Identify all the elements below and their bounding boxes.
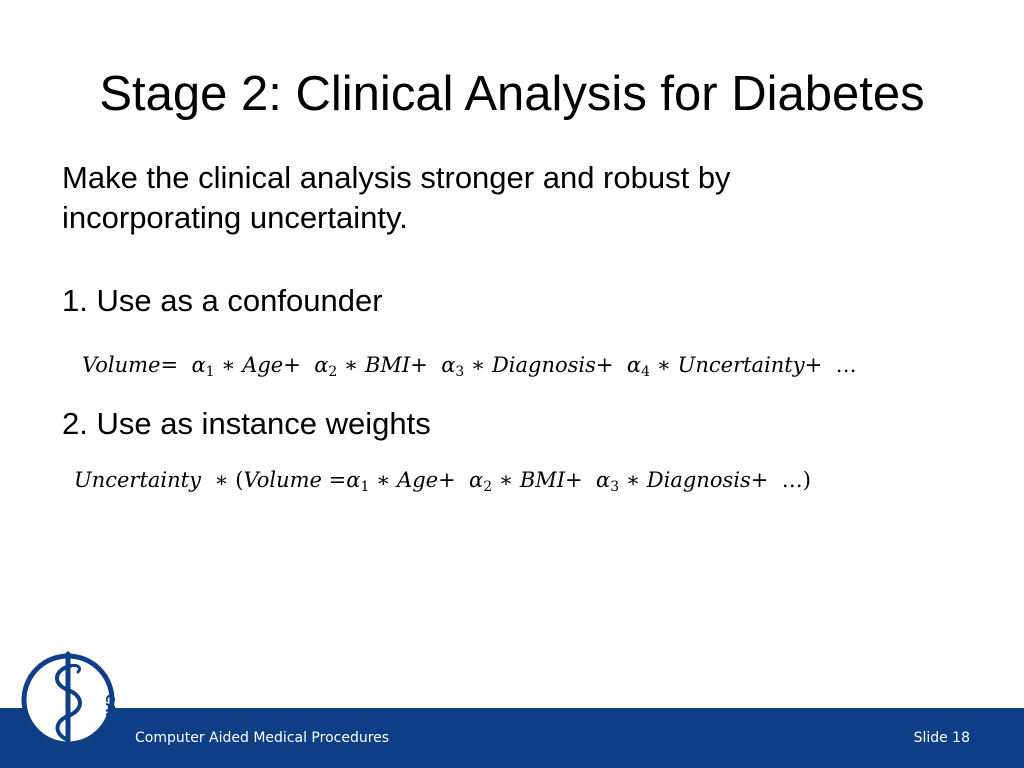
eq1-age: Age — [242, 353, 284, 377]
eq2-bmi: BMI — [519, 468, 566, 492]
point-confounder: 1. Use as a confounder — [62, 283, 383, 318]
eq1-uncertainty: Uncertainty — [677, 353, 805, 377]
eq2-alpha-2: α — [469, 468, 484, 492]
equation-confounder: Volume= α1 ∗ Age+ α2 ∗ BMI+ α3 ∗ Diagnos… — [82, 350, 857, 380]
slide-number: Slide 18 — [913, 730, 970, 746]
eq2-equals: = — [328, 468, 347, 492]
eq2-sub-2: 2 — [483, 479, 493, 495]
eq1-times-4: ∗ — [656, 353, 671, 377]
eq1-diagnosis: Diagnosis — [491, 353, 596, 377]
eq2-times-2: ∗ — [498, 468, 514, 492]
footer-institute: Computer Aided Medical Procedures — [135, 730, 390, 746]
equation-instance-weights: Uncertainty ∗ (Volume =α1 ∗ Age+ α2 ∗ BM… — [74, 465, 811, 495]
eq2-ellipsis: … — [781, 468, 803, 492]
eq2-open-paren: ( — [235, 468, 244, 492]
eq1-sub-4: 4 — [641, 364, 650, 380]
eq1-sub-3: 3 — [455, 364, 465, 380]
eq2-plus-2: + — [565, 468, 583, 492]
eq1-equals: = — [160, 353, 179, 377]
caduceus-icon — [55, 651, 82, 755]
eq2-volume: Volume — [243, 468, 322, 492]
eq2-sub-1: 1 — [360, 479, 370, 495]
eq1-sub-1: 1 — [205, 364, 215, 380]
eq2-age: Age — [397, 468, 439, 492]
eq1-times-3: ∗ — [470, 353, 486, 377]
eq1-alpha-3: α — [441, 353, 456, 377]
eq2-plus-1: + — [438, 468, 456, 492]
eq1-plus-1: + — [283, 353, 301, 377]
eq1-times-2: ∗ — [344, 353, 359, 377]
eq2-alpha-3: α — [596, 468, 611, 492]
eq2-times-1: ∗ — [376, 468, 391, 492]
eq2-plus-3: + — [750, 468, 769, 492]
camp-logo: CAMP — [21, 651, 117, 755]
eq2-uncertainty: Uncertainty — [74, 468, 201, 492]
eq1-alpha-1: α — [191, 353, 206, 377]
eq2-times-3: ∗ — [625, 468, 641, 492]
eq1-plus-3: + — [595, 353, 614, 377]
camp-logo-text: CAMP — [103, 694, 117, 733]
eq2-diagnosis: Diagnosis — [646, 468, 751, 492]
slide-title: Stage 2: Clinical Analysis for Diabetes — [99, 67, 925, 121]
eq1-alpha-2: α — [314, 353, 329, 377]
eq1-sub-2: 2 — [328, 364, 338, 380]
eq1-plus-4: + — [804, 353, 823, 377]
eq2-alpha-1: α — [346, 468, 361, 492]
footer-bar: Computer Aided Medical Procedures Slide … — [0, 708, 1024, 768]
eq1-alpha-4: α — [626, 353, 642, 377]
intro-text: Make the clinical analysis stronger and … — [62, 160, 731, 235]
eq1-plus-2: + — [410, 353, 428, 377]
eq1-volume: Volume — [82, 353, 161, 377]
eq2-times-0: ∗ — [214, 468, 229, 492]
eq2-sub-3: 3 — [610, 479, 620, 495]
eq2-close-paren: ) — [802, 468, 811, 492]
eq1-bmi: BMI — [364, 353, 411, 377]
eq1-times-1: ∗ — [221, 353, 236, 377]
eq1-ellipsis: … — [835, 353, 857, 377]
point-instance-weights: 2. Use as instance weights — [62, 406, 431, 441]
